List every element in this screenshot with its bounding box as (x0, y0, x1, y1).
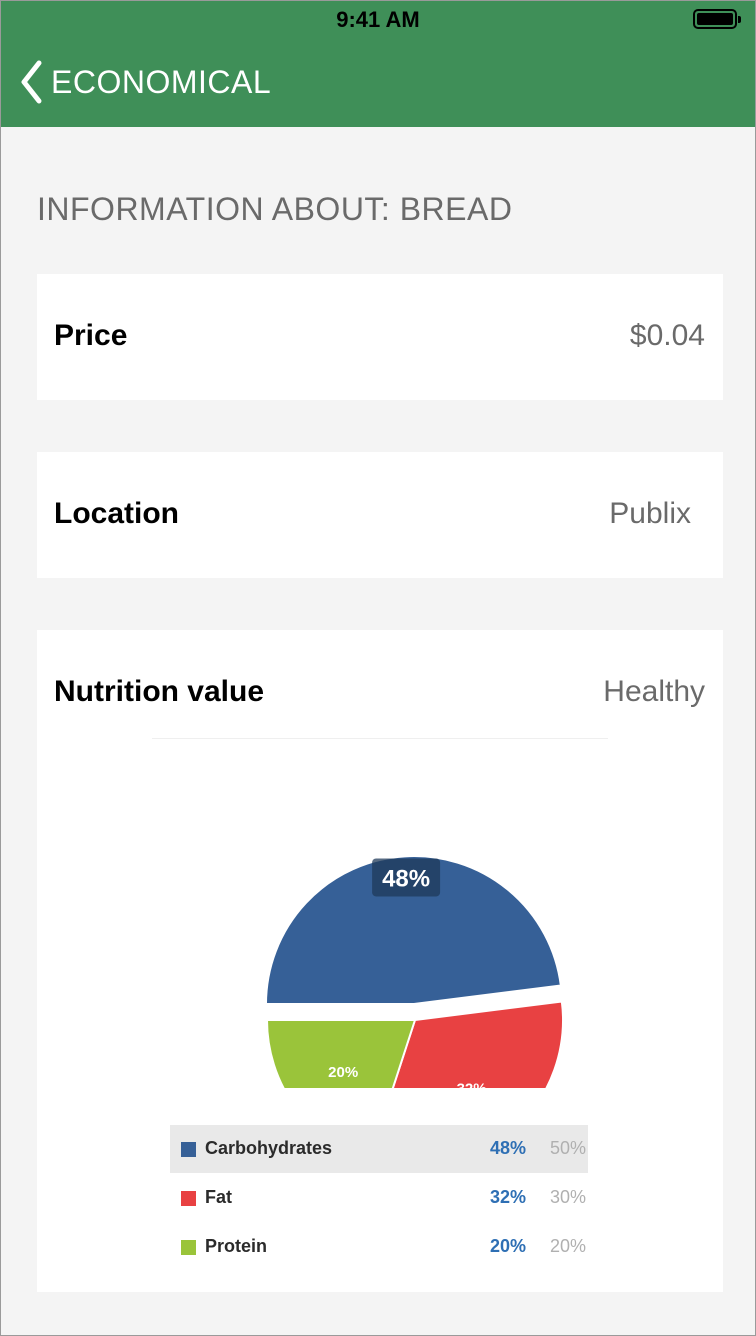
battery-icon (693, 9, 741, 29)
pie-chart: 48% 32% 20% (264, 855, 564, 1088)
nutrition-value: Healthy (603, 675, 705, 708)
pie-slice-protein (265, 1019, 417, 1088)
legend-target: 50% (550, 1138, 587, 1158)
location-value: Publix (609, 497, 691, 530)
pie-label-protein: 20% (328, 1064, 358, 1081)
legend-swatch (181, 1191, 196, 1206)
legend-name: Carbohydrates (205, 1138, 333, 1158)
back-label: ECONOMICAL (51, 63, 272, 100)
legend-item-carbohydrates[interactable]: Carbohydrates 48% 50% (170, 1125, 588, 1173)
legend-value: 20% (490, 1236, 527, 1256)
legend-target: 30% (550, 1187, 587, 1207)
location-label: Location (54, 497, 179, 530)
price-value: $0.04 (629, 319, 705, 352)
nutrition-card[interactable]: Nutrition value Healthy 48% 32% 20% Carboh… (37, 630, 723, 1292)
back-button[interactable]: ECONOMICAL (19, 59, 271, 105)
pie-label-carbohydrates: 48% (382, 865, 430, 892)
pie-slice-carbohydrates (264, 855, 562, 1006)
legend-target: 20% (550, 1236, 587, 1256)
chevron-left-icon (21, 60, 42, 104)
legend-value: 32% (490, 1187, 527, 1207)
chart-divider (152, 738, 608, 739)
legend-item-protein[interactable]: Protein 20% 20% (170, 1223, 588, 1271)
price-label: Price (54, 319, 128, 352)
nutrition-label: Nutrition value (54, 675, 265, 708)
price-row[interactable]: Price $0.04 (37, 274, 723, 400)
legend-name: Protein (205, 1236, 268, 1256)
legend-swatch (181, 1240, 196, 1255)
pie-label-fat: 32% (457, 1080, 487, 1088)
location-row[interactable]: Location Publix (37, 452, 723, 578)
status-time: 9:41 AM (336, 7, 420, 32)
pie-label-box (372, 858, 441, 897)
legend-swatch (181, 1142, 196, 1157)
section-title: INFORMATION ABOUT: BREAD (37, 191, 513, 227)
pie-slice-fat (391, 1000, 564, 1088)
navigation-bar: 9:41 AM ECONOMICAL (1, 1, 755, 127)
legend-value: 48% (490, 1138, 527, 1158)
legend-item-fat[interactable]: Fat 32% 30% (170, 1174, 588, 1222)
legend-name: Fat (205, 1187, 232, 1207)
nutrition-chart: 48% 32% 20% Carbohydrates 48% 50% Fat 32% 30% Pr… (152, 738, 608, 1278)
